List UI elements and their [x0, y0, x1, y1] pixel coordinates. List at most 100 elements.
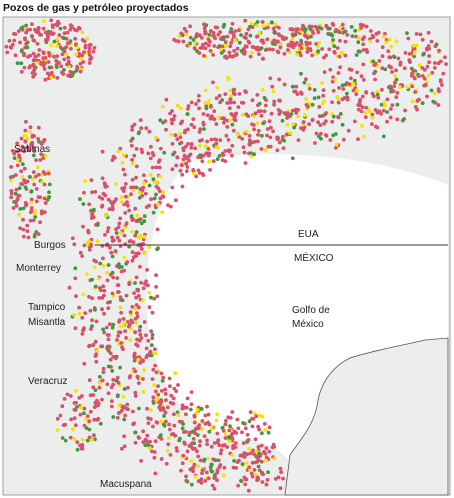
well-dot [185, 165, 190, 169]
well-dot [180, 461, 185, 466]
well-dot [258, 452, 263, 457]
well-dot [133, 206, 138, 211]
well-dot [313, 24, 318, 29]
well-dot [263, 148, 268, 153]
well-dot [179, 31, 184, 36]
well-dot [352, 78, 357, 83]
well-dot [370, 115, 375, 120]
well-dot [189, 142, 194, 146]
well-dot [110, 158, 115, 163]
well-dot [403, 108, 407, 113]
well-dot [16, 29, 21, 33]
well-dot [214, 418, 219, 423]
well-dot [175, 410, 180, 415]
well-dot [123, 182, 128, 186]
well-dot [117, 221, 122, 226]
well-dot [331, 88, 336, 93]
well-dot [144, 126, 149, 131]
well-dot [139, 280, 144, 285]
well-dot [247, 465, 252, 469]
well-dot [252, 452, 256, 456]
well-dot [230, 453, 235, 458]
well-dot [41, 26, 46, 31]
well-dot [100, 307, 104, 312]
well-dot [237, 28, 241, 33]
well-dot [229, 27, 234, 31]
well-dot [114, 231, 119, 235]
well-dot [332, 77, 337, 82]
well-dot [125, 406, 129, 411]
well-dot [137, 406, 141, 411]
well-dot [19, 49, 24, 54]
well-dot [109, 404, 114, 409]
well-dot [89, 327, 93, 331]
well-dot [204, 41, 208, 46]
well-dot [395, 117, 400, 122]
well-dot [317, 105, 322, 109]
well-dot [244, 477, 249, 482]
well-dot [248, 33, 253, 38]
well-dot [38, 158, 43, 162]
well-dot [66, 60, 71, 64]
well-dot [231, 465, 236, 470]
well-dot [253, 111, 258, 116]
well-dot [352, 119, 357, 124]
well-dot [110, 205, 115, 210]
well-dot [353, 28, 358, 33]
well-dot [268, 76, 273, 81]
well-dot [271, 442, 276, 447]
well-dot [103, 182, 107, 187]
well-dot [78, 61, 83, 66]
well-dot [87, 247, 92, 252]
well-dot [373, 77, 377, 82]
well-dot [30, 143, 34, 148]
well-dot [13, 191, 18, 196]
well-dot [185, 396, 190, 401]
well-dot [122, 444, 127, 449]
well-dot [225, 34, 230, 39]
well-dot [60, 70, 64, 75]
well-dot [10, 42, 15, 47]
well-dot [414, 32, 419, 36]
well-dot [285, 116, 289, 120]
well-dot [14, 187, 19, 192]
well-dot [319, 131, 323, 136]
well-dot [9, 165, 14, 169]
well-dot [202, 127, 206, 131]
well-dot [174, 446, 179, 450]
well-dot [254, 23, 259, 28]
well-dot [139, 459, 144, 463]
well-dot [94, 319, 99, 324]
well-dot [308, 48, 313, 53]
well-dot [249, 154, 254, 159]
well-dot [173, 433, 178, 438]
well-dot [318, 123, 323, 127]
well-dot [105, 382, 110, 387]
well-dot [277, 140, 282, 145]
well-dot [276, 108, 281, 112]
well-dot [87, 61, 92, 65]
well-dot [32, 149, 37, 154]
well-dot [210, 483, 215, 488]
well-dot [278, 45, 283, 50]
well-dot [80, 254, 85, 258]
well-dot [261, 24, 266, 28]
well-dot [388, 55, 393, 60]
well-dot [217, 93, 222, 98]
well-dot [47, 51, 51, 55]
well-dot [339, 50, 344, 55]
well-dot [13, 53, 18, 58]
well-dot [338, 38, 342, 43]
well-dot [340, 83, 345, 88]
well-dot [203, 46, 208, 51]
well-dot [421, 52, 426, 57]
well-dot [210, 469, 215, 474]
well-dot [381, 134, 386, 139]
well-dot [159, 433, 163, 437]
well-dot [225, 101, 230, 105]
well-dot [337, 86, 341, 90]
well-dot [91, 342, 96, 347]
well-dot [194, 102, 198, 106]
well-dot [300, 27, 304, 31]
well-dot [228, 44, 233, 49]
